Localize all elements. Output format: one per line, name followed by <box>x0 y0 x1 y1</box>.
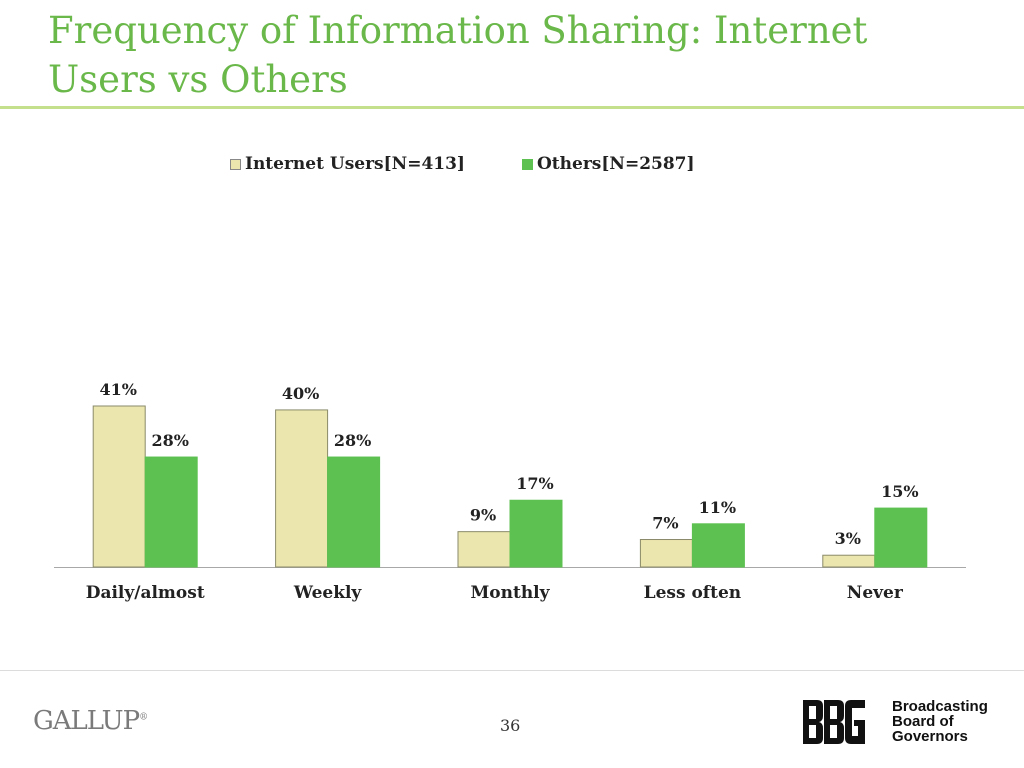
bbg-line-3: Governors <box>892 728 968 745</box>
x-tick-label-5: Never <box>847 583 904 603</box>
bbg-mark-icon <box>803 700 865 744</box>
data-label-internet-users-1: 41% <box>99 380 136 399</box>
bar-internet-users-4 <box>639 539 693 568</box>
bar-others-3 <box>509 499 563 568</box>
data-label-others-2: 28% <box>334 431 371 450</box>
legend-swatch-others <box>522 158 533 170</box>
gallup-logo: GALLUP® <box>33 706 148 736</box>
data-label-others-3: 17% <box>516 474 553 493</box>
bar-others-4 <box>691 523 745 568</box>
bbg-logo: Broadcasting Board of Governors <box>803 699 993 746</box>
legend-item-internet-users: Internet Users[N=413] <box>230 154 465 174</box>
data-label-internet-users-5: 3% <box>835 529 861 548</box>
page-number: 36 <box>500 716 521 735</box>
data-label-others-5: 15% <box>881 482 918 501</box>
bar-internet-users-1 <box>92 405 146 568</box>
bar-internet-users-2 <box>275 409 329 568</box>
data-label-internet-users-4: 7% <box>652 514 678 533</box>
bar-others-5 <box>874 507 928 568</box>
x-tick-label-1: Daily/almost <box>86 583 205 603</box>
bar-internet-users-5 <box>822 554 876 568</box>
data-label-internet-users-2: 40% <box>282 384 319 403</box>
bar-others-2 <box>327 456 381 568</box>
x-tick-label-2: Weekly <box>293 583 363 603</box>
data-label-others-4: 11% <box>699 498 736 517</box>
bar-chart: 41% 28% Daily/almost 40% 28% Weekly 9% 17% Month… <box>54 380 966 603</box>
legend-label-others: Others[N=2587] <box>537 154 695 174</box>
legend-swatch-internet-users <box>230 158 241 170</box>
x-tick-label-3: Monthly <box>470 583 550 603</box>
data-label-others-1: 28% <box>151 431 188 450</box>
gallup-wordmark: GALLUP <box>33 706 140 736</box>
trademark-mark: ® <box>139 712 149 723</box>
legend-item-others: Others[N=2587] <box>522 154 695 174</box>
title-divider <box>0 106 1024 109</box>
legend-label-internet-users: Internet Users[N=413] <box>245 154 465 174</box>
bbg-line-2: Board of <box>892 713 954 730</box>
chart-legend: Internet Users[N=413] Others[N=2587] <box>0 154 1024 176</box>
bbg-line-1: Broadcasting <box>892 698 988 715</box>
bbg-wordmark: Broadcasting Board of Governors <box>892 699 988 744</box>
slide-title: Frequency of Information Sharing: Intern… <box>48 9 868 101</box>
bar-internet-users-3 <box>457 531 511 568</box>
bar-others-1 <box>144 456 198 568</box>
data-label-internet-users-3: 9% <box>470 506 496 525</box>
footer-divider <box>0 670 1024 671</box>
x-tick-label-4: Less often <box>644 583 742 603</box>
